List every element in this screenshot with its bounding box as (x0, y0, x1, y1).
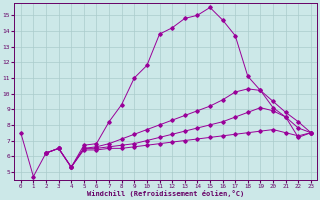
X-axis label: Windchill (Refroidissement éolien,°C): Windchill (Refroidissement éolien,°C) (87, 190, 244, 197)
